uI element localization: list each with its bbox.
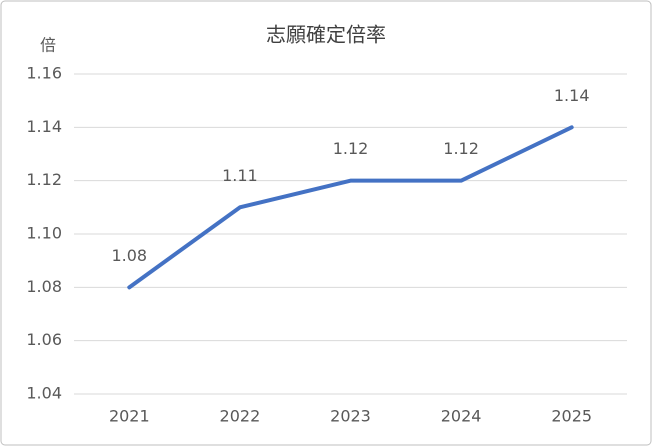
x-tick-label: 2025 — [551, 407, 592, 426]
y-tick-label: 1.14 — [26, 117, 62, 136]
x-tick-label: 2024 — [441, 407, 482, 426]
data-label: 1.08 — [111, 246, 147, 265]
y-tick-label: 1.04 — [26, 384, 62, 403]
y-tick-label: 1.10 — [26, 224, 62, 243]
line — [127, 125, 574, 290]
data-label: 1.11 — [222, 166, 258, 185]
y-axis-label: 倍 — [40, 36, 56, 55]
y-tick-label: 1.08 — [26, 277, 62, 296]
data-label: 1.14 — [554, 86, 590, 105]
chart-title: 志願確定倍率 — [266, 23, 386, 47]
y-tick-label: 1.12 — [26, 170, 62, 189]
data-label: 1.12 — [443, 139, 479, 158]
x-tick-label: 2021 — [109, 407, 150, 426]
data-label: 1.12 — [333, 139, 369, 158]
y-tick-label: 1.16 — [26, 64, 62, 83]
x-tick-label: 2022 — [220, 407, 261, 426]
x-tick-label: 2023 — [330, 407, 371, 426]
y-tick-label: 1.06 — [26, 330, 62, 349]
